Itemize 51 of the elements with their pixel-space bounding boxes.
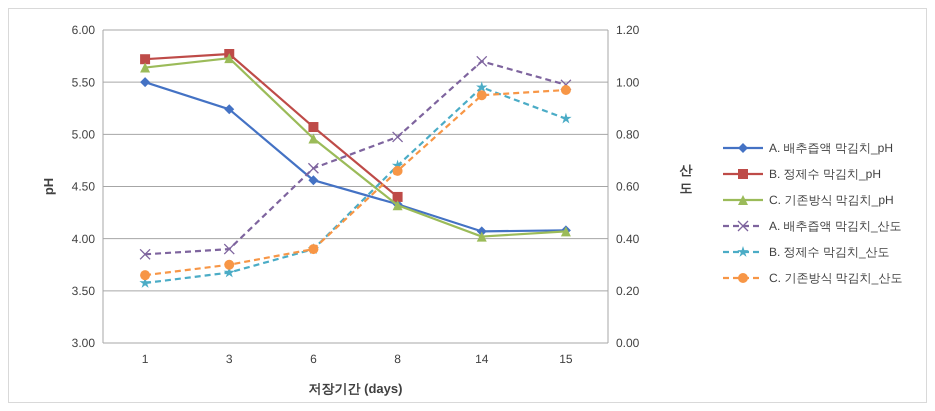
point: [224, 53, 234, 64]
point: [139, 248, 151, 260]
point: [476, 90, 487, 100]
x-tick-label: 1: [142, 352, 149, 366]
y2-tick-label: 0.60: [616, 180, 640, 194]
x-axis-title: 저장기간 (days): [308, 381, 402, 396]
legend-label: B. 정제수 막김치_산도: [769, 245, 890, 260]
point: [392, 131, 404, 143]
legend-label: B. 정제수 막김치_pH: [769, 167, 882, 182]
point: [140, 62, 150, 73]
legend-label: A. 배추즙액 막김치_산도: [769, 219, 902, 234]
y2-tick-label: 0.40: [616, 232, 640, 246]
point: [476, 56, 488, 67]
legend-label: C. 기존방식 막김치_산도: [769, 271, 902, 286]
x-tick-label: 15: [559, 352, 573, 366]
point: [560, 112, 572, 124]
y2-tick-label: 0.20: [616, 284, 640, 298]
point: [476, 81, 488, 92]
y-tick-label: 4.00: [72, 232, 96, 246]
y-tick-label: 5.00: [72, 128, 96, 142]
legend-label: A. 배추즙액 막김치_pH: [769, 141, 894, 156]
y-tick-label: 6.00: [72, 23, 96, 38]
point: [224, 104, 234, 114]
point: [476, 232, 487, 242]
point: [392, 166, 403, 176]
point: [392, 192, 403, 202]
y2-tick-label: 1.20: [616, 23, 640, 38]
y-tick-label: 4.50: [72, 180, 96, 194]
y-tick-label: 5.50: [72, 75, 96, 90]
x-tick-label: 6: [310, 352, 318, 366]
y-tick-label: 3.50: [72, 284, 96, 298]
point: [140, 77, 150, 88]
point: [308, 134, 318, 144]
x-tick-label: 8: [394, 352, 402, 366]
y-tick-label: 3.00: [72, 336, 96, 350]
y2-tick-label: 0.80: [616, 128, 640, 142]
y-axis-title: pH: [41, 178, 56, 196]
point: [224, 260, 234, 270]
legend-label: C. 기존방식 막김치_pH: [769, 193, 894, 208]
point: [140, 270, 150, 280]
point: [308, 162, 320, 174]
x-tick-label: 3: [226, 352, 233, 366]
y2-tick-label: 0.00: [616, 336, 640, 350]
y2-tick-label: 1.00: [616, 75, 640, 90]
y2-axis-title: 산도: [680, 162, 692, 196]
x-tick-label: 14: [475, 352, 489, 366]
point: [560, 84, 571, 95]
point: [308, 175, 318, 186]
point: [140, 54, 150, 64]
point: [308, 122, 318, 132]
point: [224, 243, 235, 255]
